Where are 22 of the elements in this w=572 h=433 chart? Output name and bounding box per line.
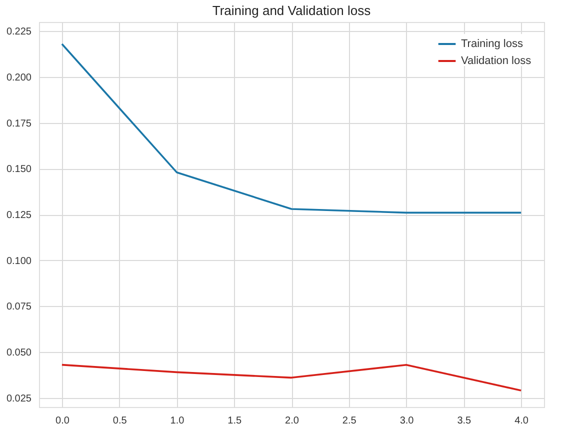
y-tick-label: 0.025 — [6, 393, 32, 404]
x-tick-label: 1.5 — [228, 416, 242, 426]
y-tick-label: 0.150 — [6, 164, 32, 176]
x-tick-label: 2.5 — [342, 416, 357, 426]
y-tick-label: 0.175 — [6, 118, 32, 130]
x-tick-label: 3.5 — [457, 416, 472, 426]
y-tick-label: 0.075 — [6, 302, 32, 313]
x-tick-label: 3.0 — [400, 416, 414, 426]
x-tick-label: 0.5 — [112, 416, 128, 426]
y-tick-label: 0.050 — [6, 348, 32, 358]
legend-label: Training loss — [461, 38, 524, 50]
chart-title: Training and Validation loss — [212, 3, 372, 18]
y-tick-label: 0.225 — [6, 26, 32, 38]
y-tick-label: 0.100 — [6, 256, 32, 267]
y-tick-label: 0.125 — [6, 210, 32, 221]
line-series — [61, 364, 522, 392]
x-tick-label: 1.0 — [170, 416, 185, 426]
x-tick-label: 2.0 — [285, 416, 300, 426]
x-tick-label: 4.0 — [514, 416, 529, 426]
x-tick-label: 0.0 — [56, 416, 70, 426]
y-tick-label: 0.200 — [6, 72, 32, 84]
legend-label: Validation loss — [461, 55, 532, 67]
